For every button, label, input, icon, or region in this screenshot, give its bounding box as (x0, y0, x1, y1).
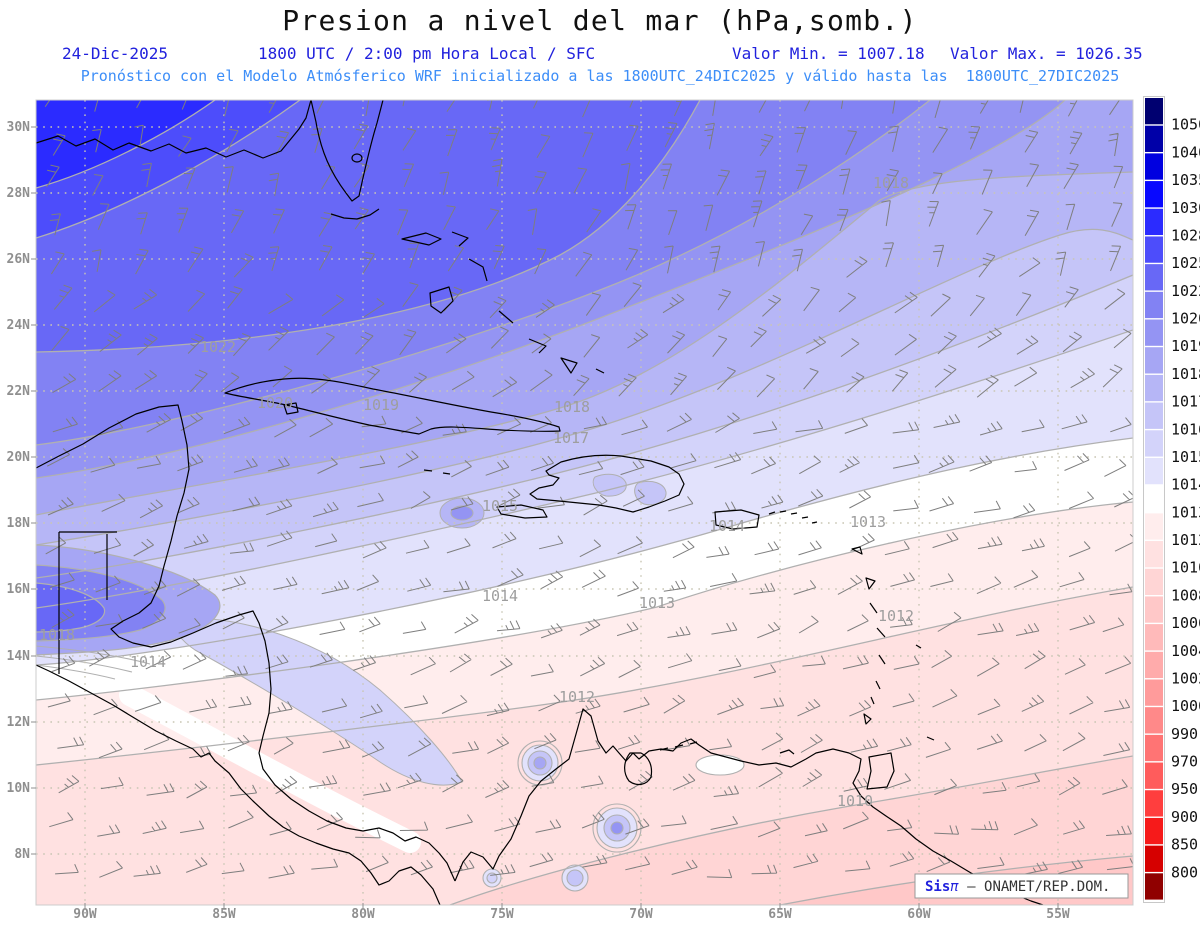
isobar-labels: 1022 1020 1019 1018 1017 1018 1015 1014 1014 1014… (39, 174, 914, 810)
svg-text:65W: 65W (768, 907, 792, 922)
svg-text:1010: 1010 (837, 792, 873, 810)
svg-text:850: 850 (1171, 836, 1198, 854)
svg-text:1004: 1004 (1171, 642, 1200, 660)
svg-text:1040: 1040 (1171, 143, 1200, 161)
svg-text:1018: 1018 (554, 398, 590, 416)
svg-text:1015: 1015 (1171, 448, 1200, 466)
svg-text:970: 970 (1171, 753, 1198, 771)
svg-text:26N: 26N (7, 252, 31, 267)
svg-text:85W: 85W (212, 907, 236, 922)
coastlines (36, 100, 1044, 905)
svg-text:1006: 1006 (1171, 614, 1200, 632)
svg-text:1002: 1002 (1171, 669, 1200, 687)
colorbar: 1050 1040 1035 1030 1028 1025 1022 1020 1019 1018… (1143, 96, 1200, 903)
svg-text:90W: 90W (73, 907, 97, 922)
svg-text:1025: 1025 (1171, 254, 1200, 272)
svg-text:1019: 1019 (1171, 337, 1200, 355)
svg-text:1008: 1008 (1171, 586, 1200, 604)
svg-text:900: 900 (1171, 808, 1198, 826)
svg-text:1017: 1017 (1171, 393, 1200, 411)
svg-text:1014: 1014 (1171, 476, 1200, 494)
svg-text:1020: 1020 (257, 394, 293, 412)
svg-text:1012: 1012 (1171, 531, 1200, 549)
isobar-lines (36, 100, 1133, 905)
svg-text:1018: 1018 (1171, 365, 1200, 383)
svg-text:1017: 1017 (553, 429, 589, 447)
svg-text:1018: 1018 (873, 174, 909, 192)
svg-text:1014: 1014 (482, 587, 518, 605)
svg-text:1019: 1019 (363, 396, 399, 414)
svg-text:1020: 1020 (1171, 310, 1200, 328)
wind-barbs (44, 100, 1133, 879)
svg-text:55W: 55W (1046, 907, 1070, 922)
svg-text:1022: 1022 (200, 338, 236, 356)
map-field: 1022 1020 1019 1018 1017 1018 1015 1014 1014 1014… (36, 100, 1133, 905)
svg-text:1022: 1022 (1171, 282, 1200, 300)
svg-text:75W: 75W (490, 907, 514, 922)
svg-text:1014: 1014 (709, 517, 745, 535)
value-max-label: Valor Max. = 1026.35 (950, 44, 1143, 63)
svg-text:950: 950 (1171, 780, 1198, 798)
svg-text:1012: 1012 (559, 688, 595, 706)
svg-text:1030: 1030 (1171, 199, 1200, 217)
svg-text:18N: 18N (7, 516, 31, 531)
page-title: Presion a nivel del mar (hPa,somb.) (282, 4, 918, 37)
svg-text:20N: 20N (7, 450, 31, 465)
svg-text:80W: 80W (351, 907, 375, 922)
svg-text:16N: 16N (7, 582, 31, 597)
axis-labels: 30N 28N 26N 24N 22N 20N 18N 16N 14N 12N 10N 8N 90W 85… (7, 120, 1070, 922)
svg-text:1016: 1016 (1171, 420, 1200, 438)
run-date: 24-Dic-2025 (62, 44, 168, 63)
svg-text:22N: 22N (7, 384, 31, 399)
svg-text:1000: 1000 (1171, 697, 1200, 715)
svg-text:1013: 1013 (1171, 503, 1200, 521)
svg-text:12N: 12N (7, 715, 31, 730)
credit-box: Sisπ – ONAMET/REP.DOM. (914, 873, 1129, 899)
svg-text:1010: 1010 (1171, 559, 1200, 577)
svg-text:28N: 28N (7, 186, 31, 201)
svg-text:1050: 1050 (1171, 116, 1200, 134)
svg-text:70W: 70W (629, 907, 653, 922)
svg-text:1013: 1013 (639, 594, 675, 612)
svg-text:60W: 60W (907, 907, 931, 922)
svg-text:1015: 1015 (482, 497, 518, 515)
svg-text:30N: 30N (7, 120, 31, 135)
svg-text:1012: 1012 (878, 607, 914, 625)
svg-text:24N: 24N (7, 318, 31, 333)
value-min-label: Valor Min. = 1007.18 (732, 44, 925, 63)
svg-text:800: 800 (1171, 863, 1198, 881)
svg-text:14N: 14N (7, 649, 31, 664)
svg-text:1014: 1014 (130, 653, 166, 671)
svg-text:10N: 10N (7, 781, 31, 796)
svg-text:990: 990 (1171, 725, 1198, 743)
forecast-model-line: Pronóstico con el Modelo Atmósferico WRF… (80, 67, 1120, 85)
svg-text:Sisπ – ONAMET/REP.DOM.: Sisπ – ONAMET/REP.DOM. (925, 879, 1110, 895)
svg-text:1018: 1018 (39, 626, 75, 644)
svg-text:1035: 1035 (1171, 171, 1200, 189)
svg-text:1013: 1013 (850, 513, 886, 531)
svg-text:1028: 1028 (1171, 226, 1200, 244)
valid-time-label: 1800 UTC / 2:00 pm Hora Local / SFC (258, 44, 596, 63)
svg-text:8N: 8N (14, 847, 30, 862)
